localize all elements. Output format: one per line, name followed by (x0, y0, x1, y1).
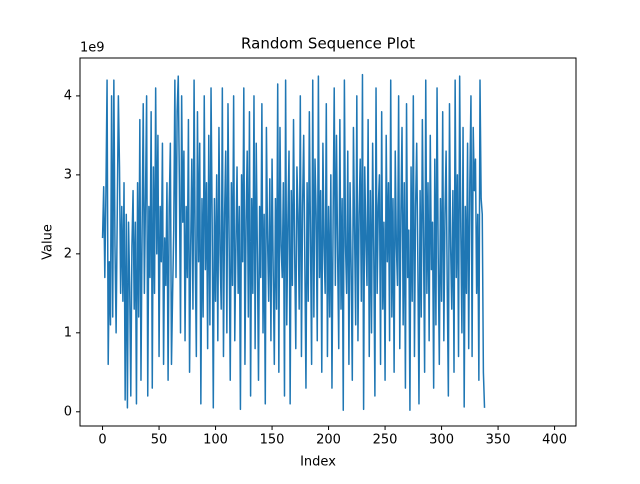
y-axis-label: Value (41, 224, 56, 260)
x-tick-label: 100 (203, 433, 228, 448)
x-tick-label: 150 (260, 433, 285, 448)
chart-title: Random Sequence Plot (241, 35, 415, 53)
x-axis-label: Index (300, 455, 336, 470)
x-tick-label: 0 (98, 433, 106, 448)
data-line (101, 73, 486, 411)
x-tick-label: 250 (373, 433, 398, 448)
y-tick-label: 1 (64, 325, 72, 340)
plot-frame (79, 57, 577, 427)
y-tick-label: 3 (64, 167, 72, 182)
y-offset-label: 1e9 (80, 41, 105, 56)
y-tick-label: 2 (64, 246, 72, 261)
y-tick-label: 4 (64, 88, 72, 103)
x-tick-label: 400 (542, 433, 567, 448)
x-tick-label: 50 (151, 433, 168, 448)
x-tick-label: 200 (316, 433, 341, 448)
y-tick-label: 0 (64, 404, 72, 419)
x-tick-label: 350 (486, 433, 511, 448)
x-tick-label: 300 (429, 433, 454, 448)
